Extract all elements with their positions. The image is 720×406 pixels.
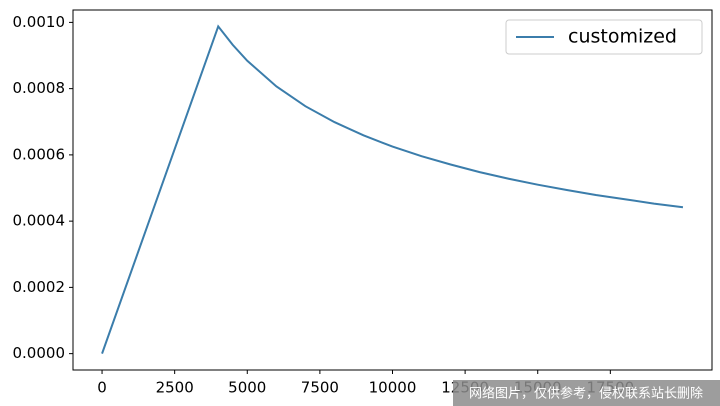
watermark-box	[453, 380, 720, 406]
y-tick-label: 0.0002	[13, 278, 66, 296]
x-tick-label: 0	[97, 379, 107, 397]
axes-frame	[72, 9, 713, 371]
y-tick-label: 0.0008	[13, 79, 66, 97]
x-tick-label: 5000	[228, 379, 266, 397]
legend-box	[505, 19, 703, 55]
legend-label: customized	[568, 26, 677, 48]
y-tick-label: 0.0000	[13, 344, 66, 362]
watermark-text: 网络图片，仅供参考，侵权联系站长删除	[469, 386, 703, 402]
x-tick-label: 2500	[156, 379, 194, 397]
y-tick-label: 0.0010	[13, 13, 66, 31]
line	[101, 24, 684, 354]
y-tick-label: 0.0006	[13, 145, 66, 163]
x-tick-label: 10000	[369, 379, 417, 397]
x-tick-label: 7500	[301, 379, 339, 397]
y-tick-label: 0.0004	[13, 212, 66, 230]
